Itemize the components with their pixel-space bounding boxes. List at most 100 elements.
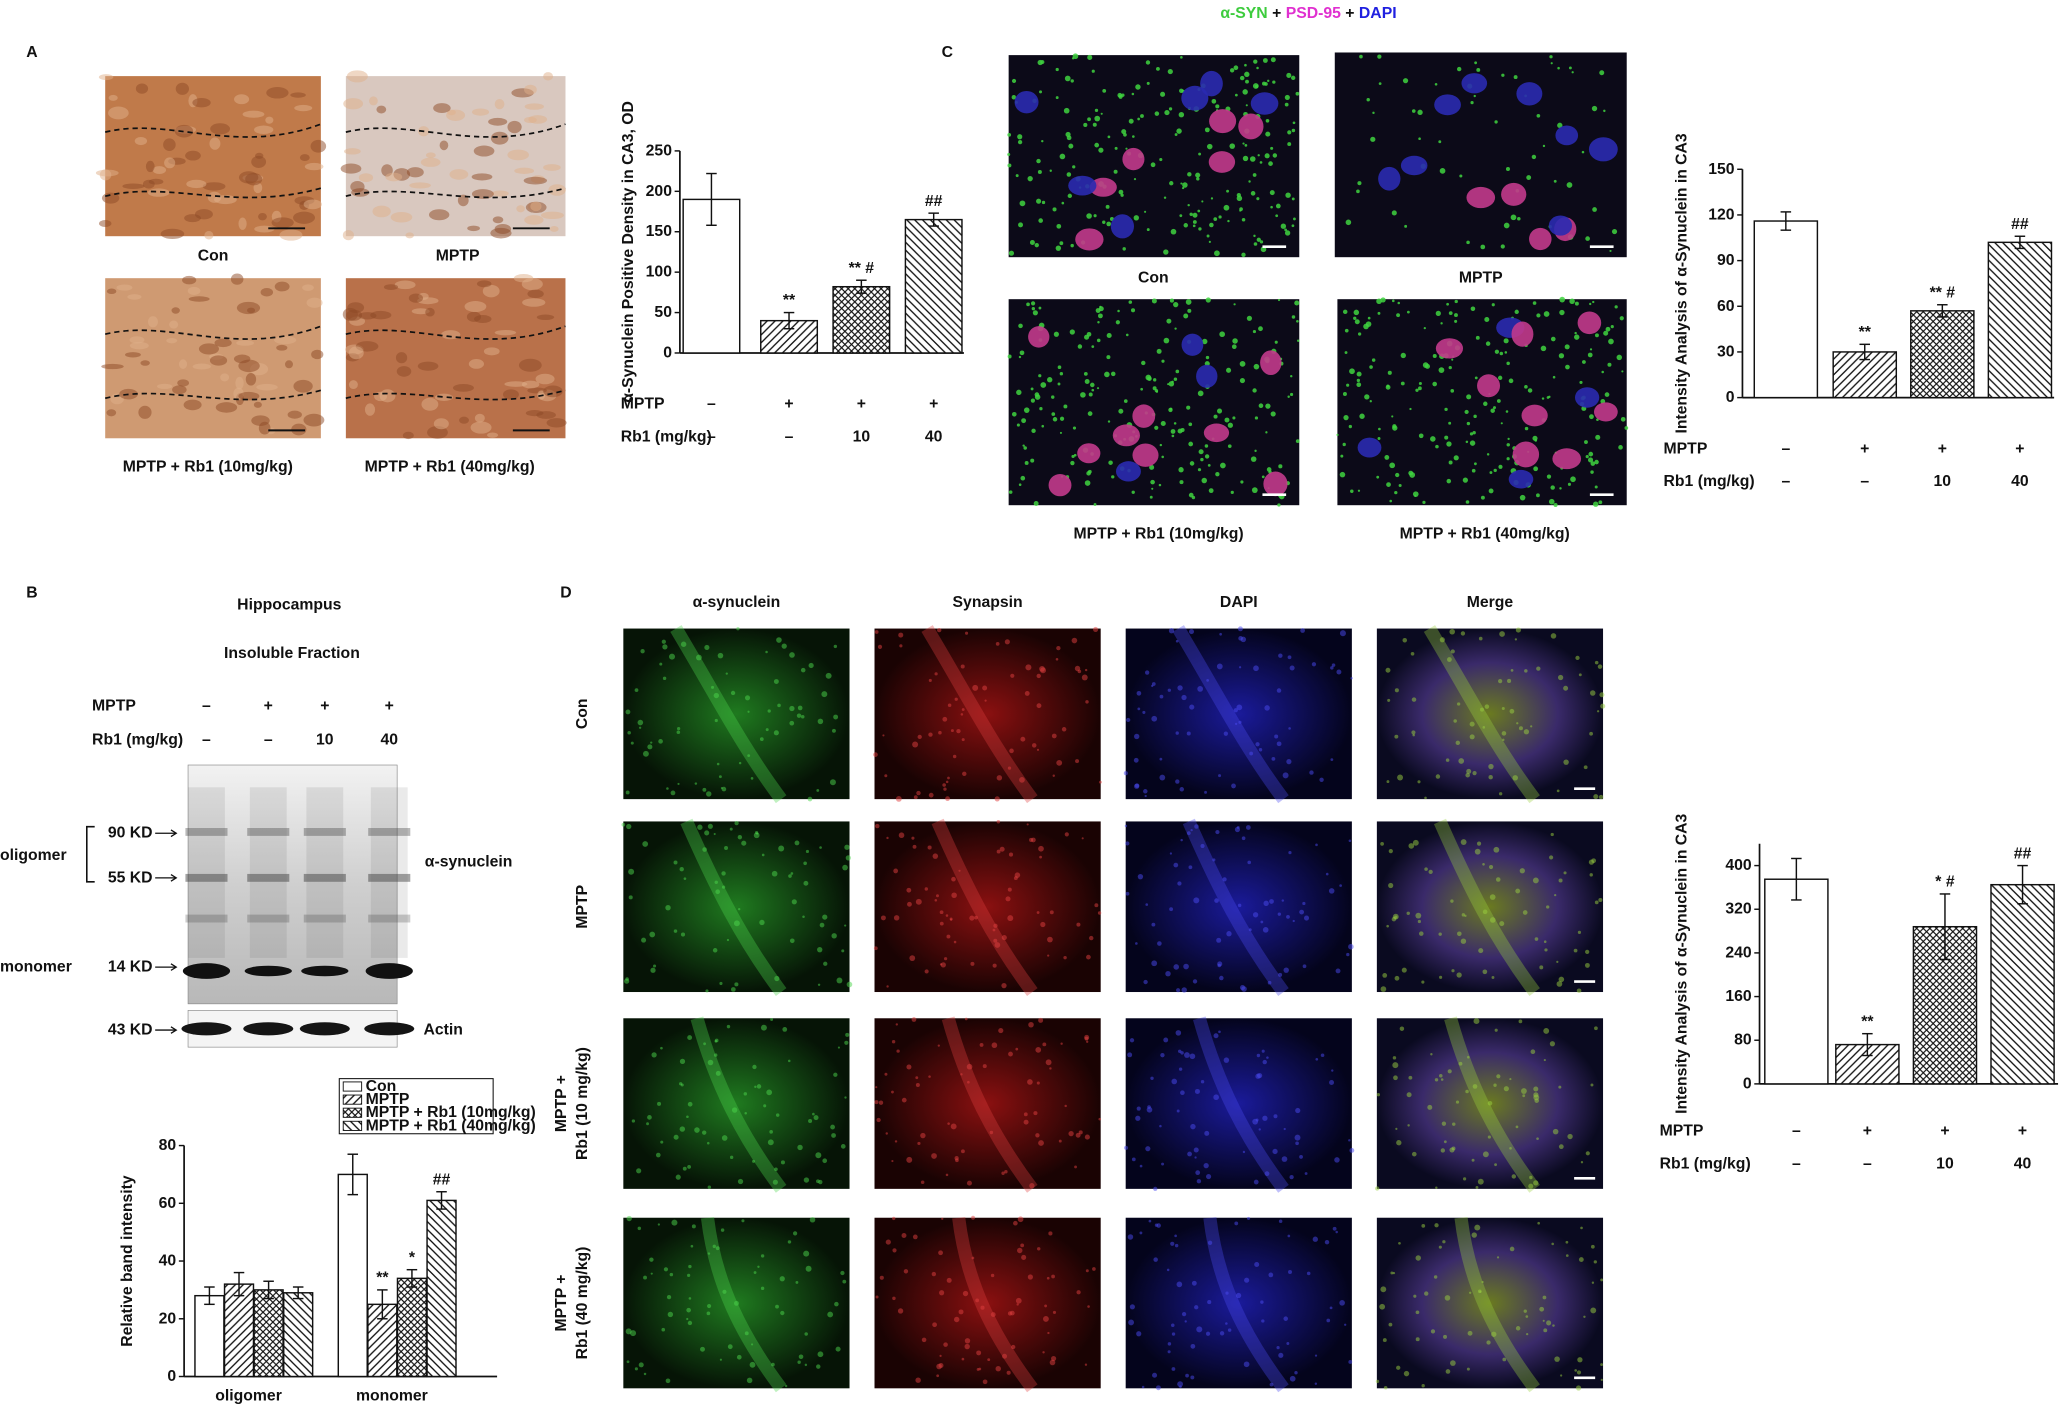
texture	[832, 728, 836, 733]
band	[303, 828, 346, 836]
texture	[1421, 980, 1425, 984]
nucleus	[1075, 228, 1104, 251]
texture	[1084, 1363, 1088, 1366]
texture	[1565, 1240, 1569, 1244]
puncta	[1532, 435, 1538, 441]
puncta	[1211, 99, 1217, 104]
texture	[1023, 1112, 1028, 1117]
texture	[961, 738, 965, 742]
puncta	[1178, 467, 1184, 473]
texture	[1153, 1186, 1158, 1191]
texture	[467, 225, 480, 232]
texture	[1469, 734, 1475, 740]
puncta	[1174, 133, 1178, 136]
texture	[875, 1295, 879, 1299]
texture	[1295, 1141, 1299, 1146]
texture	[718, 775, 722, 779]
texture	[789, 720, 795, 726]
condition-value: 10	[1936, 1155, 1954, 1172]
texture	[1453, 719, 1457, 723]
texture	[1179, 787, 1185, 792]
texture	[1502, 1357, 1507, 1362]
texture	[882, 734, 885, 737]
texture	[998, 1028, 1004, 1034]
puncta	[1249, 156, 1256, 162]
puncta	[1206, 143, 1213, 150]
texture	[1498, 792, 1503, 796]
texture	[934, 898, 938, 902]
puncta	[1218, 215, 1222, 219]
puncta	[1170, 429, 1176, 434]
texture	[1076, 1290, 1081, 1295]
texture	[804, 1332, 808, 1336]
nucleus	[1028, 326, 1050, 348]
puncta	[1117, 309, 1120, 313]
texture	[1519, 868, 1525, 874]
texture	[669, 653, 676, 660]
puncta	[1095, 308, 1101, 313]
puncta	[1450, 389, 1455, 393]
x-tick-label: oligomer	[215, 1388, 282, 1405]
texture	[1550, 633, 1557, 639]
puncta	[1242, 89, 1248, 95]
texture	[1256, 1053, 1261, 1058]
texture	[145, 160, 155, 173]
texture	[127, 294, 142, 300]
texture	[234, 94, 250, 105]
texture	[958, 1309, 964, 1315]
puncta	[1340, 454, 1344, 458]
puncta	[1087, 411, 1093, 416]
puncta	[1145, 60, 1151, 65]
texture	[1524, 669, 1528, 673]
texture	[1394, 734, 1399, 739]
texture	[502, 389, 519, 400]
texture	[1235, 1292, 1242, 1299]
texture	[1260, 920, 1264, 924]
texture	[771, 1362, 775, 1367]
texture	[669, 1272, 674, 1277]
texture	[125, 352, 141, 358]
texture	[1528, 1183, 1534, 1189]
puncta	[1473, 414, 1477, 419]
texture	[626, 1215, 632, 1222]
band	[368, 828, 411, 836]
texture	[874, 630, 879, 634]
texture	[770, 1018, 774, 1021]
texture	[1539, 965, 1544, 970]
texture	[943, 957, 948, 961]
texture	[729, 827, 733, 831]
texture	[1560, 1374, 1563, 1377]
texture	[1264, 705, 1270, 711]
puncta	[1007, 163, 1012, 168]
texture	[1551, 1242, 1554, 1246]
texture	[1027, 1274, 1033, 1280]
texture	[1193, 1147, 1199, 1153]
puncta	[1033, 501, 1039, 506]
puncta	[1280, 223, 1287, 229]
texture	[1496, 1256, 1500, 1259]
puncta	[1231, 344, 1237, 350]
texture	[1194, 1156, 1197, 1159]
puncta	[1386, 482, 1391, 487]
puncta	[1188, 441, 1194, 447]
texture	[804, 1363, 808, 1367]
texture	[661, 639, 666, 644]
texture	[1262, 1115, 1268, 1121]
puncta	[1239, 75, 1245, 81]
puncta	[1473, 94, 1476, 98]
puncta	[1213, 414, 1218, 419]
texture	[1026, 823, 1029, 826]
texture	[364, 403, 376, 416]
texture	[1417, 780, 1421, 784]
texture	[348, 346, 364, 360]
puncta	[1618, 445, 1623, 450]
texture	[1482, 969, 1488, 975]
condition-label: MPTP	[1664, 440, 1708, 457]
texture	[1482, 862, 1485, 866]
layer-band	[1444, 1016, 1540, 1193]
texture	[1583, 1315, 1586, 1318]
texture	[1580, 1161, 1584, 1164]
texture	[1176, 1281, 1183, 1288]
puncta	[1387, 370, 1392, 375]
texture	[932, 1322, 937, 1328]
